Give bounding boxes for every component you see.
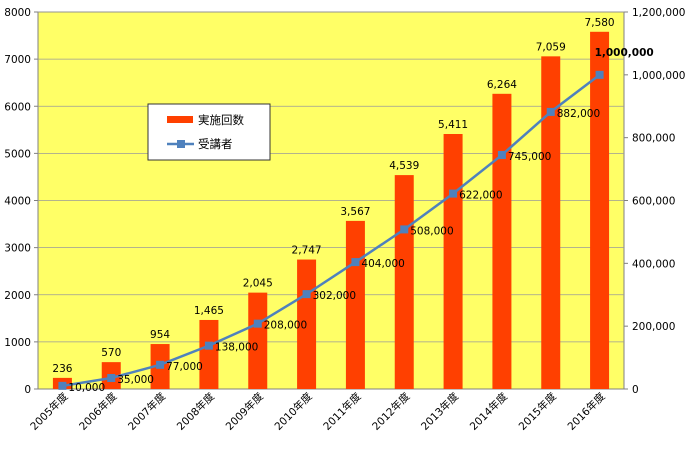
right-axis: 0 200,000 400,000 600,000 800,000 1,000,000 1,… xyxy=(624,7,685,396)
legend-box xyxy=(147,103,271,161)
x-tick-label: 2010年度 xyxy=(272,390,315,433)
right-tick-label: 0 xyxy=(632,384,639,396)
x-tick-label: 2006年度 xyxy=(76,390,119,433)
bar-value-label: 3,567 xyxy=(340,206,370,218)
line-point xyxy=(449,189,458,198)
x-tick-label: 2016年度 xyxy=(565,390,608,433)
x-tick-label: 2013年度 xyxy=(418,390,461,433)
bar xyxy=(541,56,561,389)
right-tick-label: 600,000 xyxy=(632,196,675,208)
left-tick-label: 0 xyxy=(24,384,31,396)
line-value-label: 208,000 xyxy=(264,320,307,332)
right-tick-label: 1,200,000 xyxy=(632,7,685,19)
x-tick-label: 2011年度 xyxy=(321,390,364,433)
line-point xyxy=(351,258,360,267)
x-axis: 2005年度 2006年度 2007年度 2008年度 2009年度 2010年度 2011… xyxy=(28,390,608,433)
line-point xyxy=(253,319,262,328)
line-value-label: 882,000 xyxy=(557,108,600,120)
line-value-label: 745,000 xyxy=(508,151,551,163)
line-value-label: 10,000 xyxy=(68,382,105,394)
line-value-label: 508,000 xyxy=(410,225,453,237)
right-tick-label: 800,000 xyxy=(632,133,675,145)
line-point xyxy=(546,107,555,116)
bar xyxy=(443,134,463,389)
line-value-label: 404,000 xyxy=(361,258,404,270)
right-tick-label: 1,000,000 xyxy=(632,70,685,82)
line-value-label: 77,000 xyxy=(166,361,203,373)
left-tick-label: 2000 xyxy=(4,290,31,302)
right-tick-label: 200,000 xyxy=(632,321,675,333)
bar-value-label: 7,580 xyxy=(585,17,615,29)
bar-value-label: 954 xyxy=(150,329,170,341)
left-axis: 0 1000 2000 3000 4000 5000 6000 7000 8000 xyxy=(4,7,38,396)
legend-swatch-bar xyxy=(167,116,193,123)
line-value-label: 35,000 xyxy=(117,374,154,386)
left-tick-label: 8000 xyxy=(4,7,31,19)
x-tick-label: 2009年度 xyxy=(223,390,266,433)
x-tick-label: 2007年度 xyxy=(125,390,168,433)
line-point xyxy=(595,70,604,79)
line-labels: 10,000 35,000 77,000 138,000 208,000 302,000 4… xyxy=(68,47,653,394)
line-point xyxy=(400,225,409,234)
right-tick-label: 400,000 xyxy=(632,258,675,270)
x-tick-label: 2014年度 xyxy=(467,390,510,433)
left-tick-label: 3000 xyxy=(4,243,31,255)
bar-value-label: 5,411 xyxy=(438,119,468,131)
line-point xyxy=(497,150,506,159)
legend-label: 実施回数 xyxy=(198,113,244,127)
line-value-label: 138,000 xyxy=(215,342,258,354)
left-tick-label: 5000 xyxy=(4,148,31,160)
bar-value-label: 7,059 xyxy=(536,41,566,53)
bar-value-label: 570 xyxy=(101,347,121,359)
line-point xyxy=(204,341,213,350)
left-tick-label: 1000 xyxy=(4,337,31,349)
bar-value-label: 2,747 xyxy=(292,245,322,257)
bar-value-label: 6,264 xyxy=(487,79,517,91)
bar xyxy=(248,292,268,389)
x-tick-label: 2012年度 xyxy=(369,390,412,433)
bar-value-label: 4,539 xyxy=(389,160,419,172)
line-value-label: 302,000 xyxy=(313,290,356,302)
line-point xyxy=(107,374,116,383)
gridlines xyxy=(38,11,624,343)
bar-value-label: 1,465 xyxy=(194,305,224,317)
line-point xyxy=(156,360,165,369)
x-tick-label: 2015年度 xyxy=(516,390,559,433)
left-tick-label: 6000 xyxy=(4,101,31,113)
bar-labels: 236 570 954 1,465 2,045 2,747 3,567 4,539 5,411 6… xyxy=(52,17,614,375)
x-tick-label: 2008年度 xyxy=(174,390,217,433)
bar xyxy=(590,31,610,389)
legend-label: 受講者 xyxy=(198,137,233,151)
line-value-label: 1,000,000 xyxy=(595,47,654,59)
left-tick-label: 4000 xyxy=(4,196,31,208)
line-series xyxy=(58,70,604,390)
line-point xyxy=(302,290,311,299)
bar xyxy=(492,93,512,390)
left-tick-label: 7000 xyxy=(4,54,31,66)
bar-value-label: 2,045 xyxy=(243,278,273,290)
line-path xyxy=(62,73,601,388)
line-value-label: 622,000 xyxy=(459,190,502,202)
x-tick-label: 2005年度 xyxy=(28,390,71,433)
line-point xyxy=(58,381,67,390)
bar-value-label: 236 xyxy=(52,363,72,375)
bar xyxy=(394,175,414,389)
legend-swatch-marker xyxy=(177,140,185,148)
bar xyxy=(199,319,219,389)
bar xyxy=(345,220,365,389)
